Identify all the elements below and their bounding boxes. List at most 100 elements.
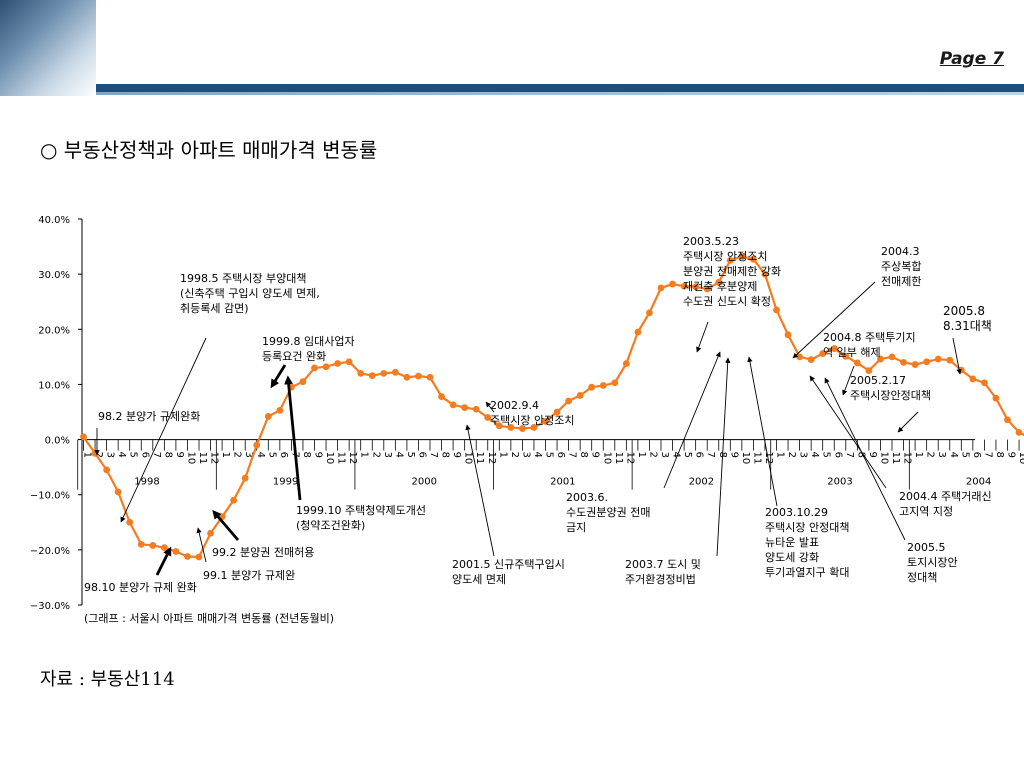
month-tick-label: 1 [775,452,786,458]
annotation-text: 전매제한 [881,275,921,288]
month-tick-label: 7 [428,452,439,458]
annotation-text: (신축주택 구입시 양도세 면제, [180,287,320,300]
month-tick-label: 5 [266,452,277,458]
month-tick-label: 3 [382,452,393,458]
data-point [241,474,249,482]
month-tick-label: 9 [313,452,324,458]
month-tick-label: 8 [855,452,866,458]
month-tick-label: 10 [463,452,474,465]
month-tick-label: 7 [844,452,855,458]
month-tick-label: 5 [821,452,832,458]
annotation-arrow [952,337,962,375]
annotation-text: 주택시장 안정조치 [683,250,767,263]
data-point [114,488,122,496]
month-tick-label: 4 [809,452,820,458]
annotation-text: 2001.5 신규주택구입시 [452,558,565,571]
data-point [669,280,676,288]
annotation-text: 정대책 [907,571,937,584]
data-point [981,379,988,387]
annotation: 2002.9.4 주택시장 안정조치 [485,399,574,427]
annotation-arrow [270,364,287,389]
month-tick-label: 10 [878,452,889,465]
annotation-text: 주택시장 안정조치 [490,414,574,427]
month-tick-label: 5 [128,452,139,458]
data-point [380,370,388,377]
month-tick-label: 8 [994,452,1005,458]
month-tick-label: 4 [393,452,404,458]
data-point [368,372,376,380]
month-tick-label: 12 [624,452,635,465]
data-point [680,282,688,290]
data-point [1015,429,1023,436]
annotation-text: 토지시장안 [907,556,958,569]
month-tick-label: 6 [555,452,566,458]
annotation-text: 2005.2.17 [850,374,906,387]
month-tick-label: 11 [474,452,485,465]
annotation: 2005.88.31대책 [943,304,992,375]
annotation-text: 2005.5 [907,541,946,554]
month-tick-label: 5 [544,452,555,458]
data-point [992,394,1000,402]
header-decoration-image [0,0,96,96]
annotation-arrow [212,509,240,541]
data-point [311,364,318,372]
annotation: 2005.2.17 주택시장안정대책 [850,374,931,433]
annotation-arrow [897,411,919,433]
month-tick-label: 11 [613,452,624,465]
month-tick-label: 4 [532,452,543,458]
month-tick-label: 11 [197,452,208,465]
data-point [611,379,619,387]
y-tick-label: 40.0% [38,215,70,226]
month-tick-label: 1 [359,452,370,458]
data-point [576,392,584,399]
data-point [126,518,134,526]
month-tick-label: 9 [867,452,878,458]
data-point [507,424,515,431]
data-point [461,404,469,411]
data-point [622,360,630,367]
chart-caption: (그래프 : 서울시 아파트 매매가격 변동률 (전년동월비) [84,612,334,625]
annotation-text: 양도세 면제 [452,573,506,586]
annotation-text: 2002.9.4 [490,399,539,412]
data-point [391,368,399,376]
annotation: 99.2 분양권 전매허용 [212,509,314,559]
month-tick-label: 3 [936,452,947,458]
annotation-arrow [842,365,855,396]
month-tick-label: 6 [139,452,150,458]
year-label: 2004 [966,477,991,488]
data-point [230,496,238,504]
y-tick-label: 20.0% [38,325,70,336]
annotation: 1998.5 주택시장 부양대책 (신축주택 구입시 양도세 면제, 취등록세 감면… [120,272,320,523]
data-point [946,356,954,364]
page-number: Page 7 [939,49,1004,69]
chart-series [80,253,1024,561]
annotation-text: 98.10 분양가 규제 완화 [84,581,197,594]
data-point [773,306,780,314]
data-point [553,408,561,416]
data-point [495,422,503,430]
data-point [334,360,341,367]
month-tick-label: 3 [659,452,670,458]
month-tick-label: 4 [116,452,127,458]
data-point [322,363,330,371]
year-label: 2001 [550,477,575,488]
month-tick-label: 2 [647,452,658,458]
annotation-text: 2005.8 [943,304,985,318]
annotation-text: 등록요건 완화 [262,350,326,363]
data-point [934,355,942,363]
y-tick-label: 30.0% [38,270,70,281]
month-tick-label: 7 [151,452,162,458]
month-tick-label: 12 [902,452,913,465]
month-tick-label: 5 [405,452,416,458]
data-point [853,359,861,367]
annotation-text: 2004.8 주택투기지 [823,331,916,344]
data-point [542,417,549,425]
year-label: 2003 [827,477,852,488]
data-point [877,355,884,363]
annotation-text: 2003.6. [566,491,608,504]
month-tick-label: 9 [1006,452,1017,458]
